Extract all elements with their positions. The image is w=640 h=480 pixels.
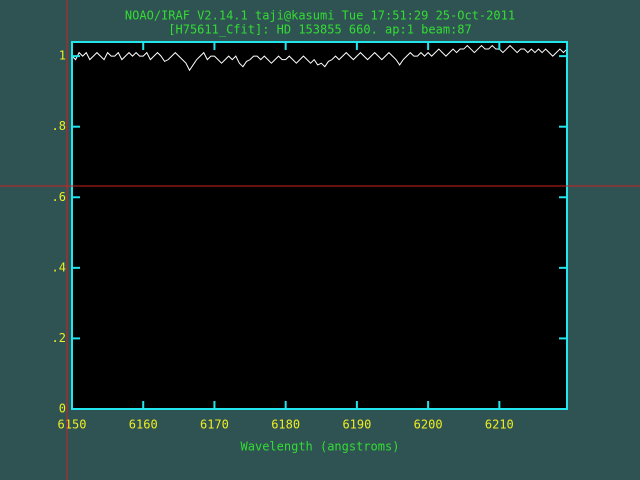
y-tick-label: .2 — [52, 331, 66, 345]
x-tick-label: 6150 — [58, 418, 87, 432]
x-tick-label: 6190 — [342, 418, 371, 432]
chart-title: NOAO/IRAF V2.14.1 taji@kasumi Tue 17:51:… — [125, 9, 515, 23]
y-tick-label: .6 — [52, 190, 66, 204]
x-axis-label: Wavelength (angstroms) — [241, 440, 400, 454]
y-tick-label: .8 — [52, 119, 66, 133]
spectrum-line — [71, 44, 568, 72]
x-tick-label: 6170 — [200, 418, 229, 432]
plot-area — [72, 42, 567, 409]
x-tick-label: 6200 — [414, 418, 443, 432]
y-tick-label: .4 — [52, 260, 66, 274]
y-tick-label: 0 — [59, 402, 66, 416]
x-tick-label: 6180 — [271, 418, 300, 432]
x-tick-label: 6210 — [485, 418, 514, 432]
x-tick-label: 6160 — [129, 418, 158, 432]
y-tick-label: 1 — [59, 49, 66, 63]
plot-frame — [71, 41, 568, 410]
chart-subtitle: [H75611_Cfit]: HD 153855 660. ap:1 beam:… — [168, 23, 471, 37]
